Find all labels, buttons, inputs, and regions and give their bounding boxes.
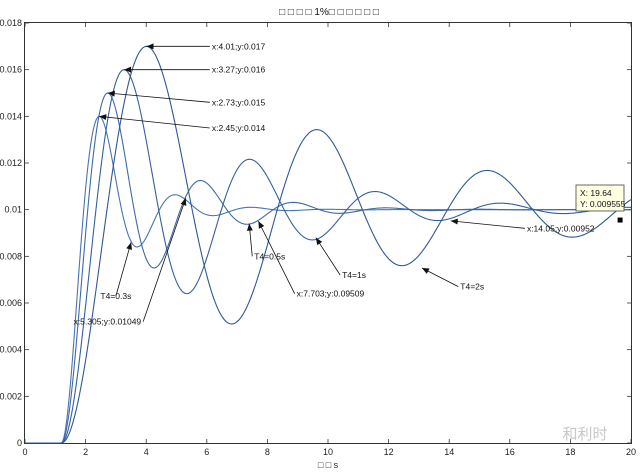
annotation-label: x:4.01;y:0.017 (212, 41, 266, 51)
watermark: 和利时 (562, 426, 607, 443)
annotation-arrow (99, 115, 210, 129)
annotation-arrowhead (99, 114, 107, 121)
annotation-arrowhead (258, 221, 265, 229)
x-axis-label: □ □ s (318, 460, 339, 470)
x-tick-label: 14 (444, 447, 454, 457)
axis-ticks: 0 2 4 6 8 10 12 14 16 18 20 0 0.002 0.004 0.006 0.008 0.… (0, 18, 636, 457)
annotation-label: T4=0.3s (100, 291, 131, 301)
x-tick-label: 0 (22, 447, 27, 457)
y-tick-label: 0 (17, 438, 22, 448)
annotation-arrow (258, 220, 296, 294)
annotation-label: x:2.45;y:0.014 (212, 123, 266, 133)
annotation-arrowhead (107, 90, 115, 97)
annotation-arrowhead (450, 218, 458, 225)
x-tick-label: 2 (83, 447, 88, 457)
y-tick-label: 0.01 (4, 205, 22, 215)
annotation-arrowhead (146, 43, 154, 50)
y-tick-label: 0.004 (0, 345, 22, 355)
x-tick-label: 4 (144, 447, 149, 457)
y-tick-label: 0.008 (0, 251, 22, 261)
datatip: X: 19.64 Y: 0.009555 (575, 184, 626, 223)
x-tick-label: 8 (265, 447, 270, 457)
annotation-arrowhead (315, 237, 323, 246)
series-line (25, 92, 632, 444)
datatip-x-label: X: 19.64 (580, 188, 612, 198)
annotation-arrowhead (124, 66, 132, 73)
y-tick-label: 0.018 (0, 18, 22, 28)
annotation-label: x:5.305;y:0.01049 (74, 317, 142, 327)
x-tick-label: 10 (323, 447, 333, 457)
annotation-arrow (107, 92, 210, 103)
datatip-box (575, 184, 625, 212)
annotation-arrow (115, 242, 132, 297)
annotation-arrowhead (126, 242, 133, 250)
datatip-marker (617, 217, 623, 223)
annotation-label: T4=0.5s (254, 251, 285, 261)
annotation-arrow (450, 220, 525, 229)
plot-area (24, 22, 632, 444)
annotation-label: T4=1s (342, 270, 366, 280)
annotation-label: x:7.703;y:0.09509 (297, 289, 365, 299)
annotation-label: T4=2s (460, 282, 484, 292)
x-tick-label: 12 (384, 447, 394, 457)
datatip-y-label: Y: 0.009555 (580, 199, 626, 209)
annotations: x:4.01;y:0.017 x:3.27;y:0.016 x:2.73;y:0.0… (74, 41, 595, 326)
y-tick-label: 0.012 (0, 158, 22, 168)
annotation-arrow (315, 237, 341, 276)
y-tick-label: 0.002 (0, 391, 22, 401)
x-tick-label: 16 (505, 447, 515, 457)
annotation-label: x:2.73;y:0.015 (212, 97, 266, 107)
annotation-arrowhead (246, 223, 253, 231)
annotation-label: x:14.05;y:0.00952 (527, 223, 595, 233)
y-tick-label: 0.016 (0, 65, 22, 75)
chart-title: □ □ □ □ 1%□ □ □ □ □ □ (279, 7, 379, 18)
annotation-arrow (142, 198, 187, 322)
x-tick-label: 6 (204, 447, 209, 457)
series-line (25, 45, 632, 444)
annotation-label: x:3.27;y:0.016 (212, 65, 266, 75)
annotation-arrowhead (421, 268, 430, 274)
x-tick-label: 18 (565, 447, 575, 457)
annotation-arrowhead (180, 198, 187, 206)
x-tick-label: 20 (626, 447, 636, 457)
y-tick-label: 0.014 (0, 111, 22, 121)
y-tick-label: 0.006 (0, 298, 22, 308)
